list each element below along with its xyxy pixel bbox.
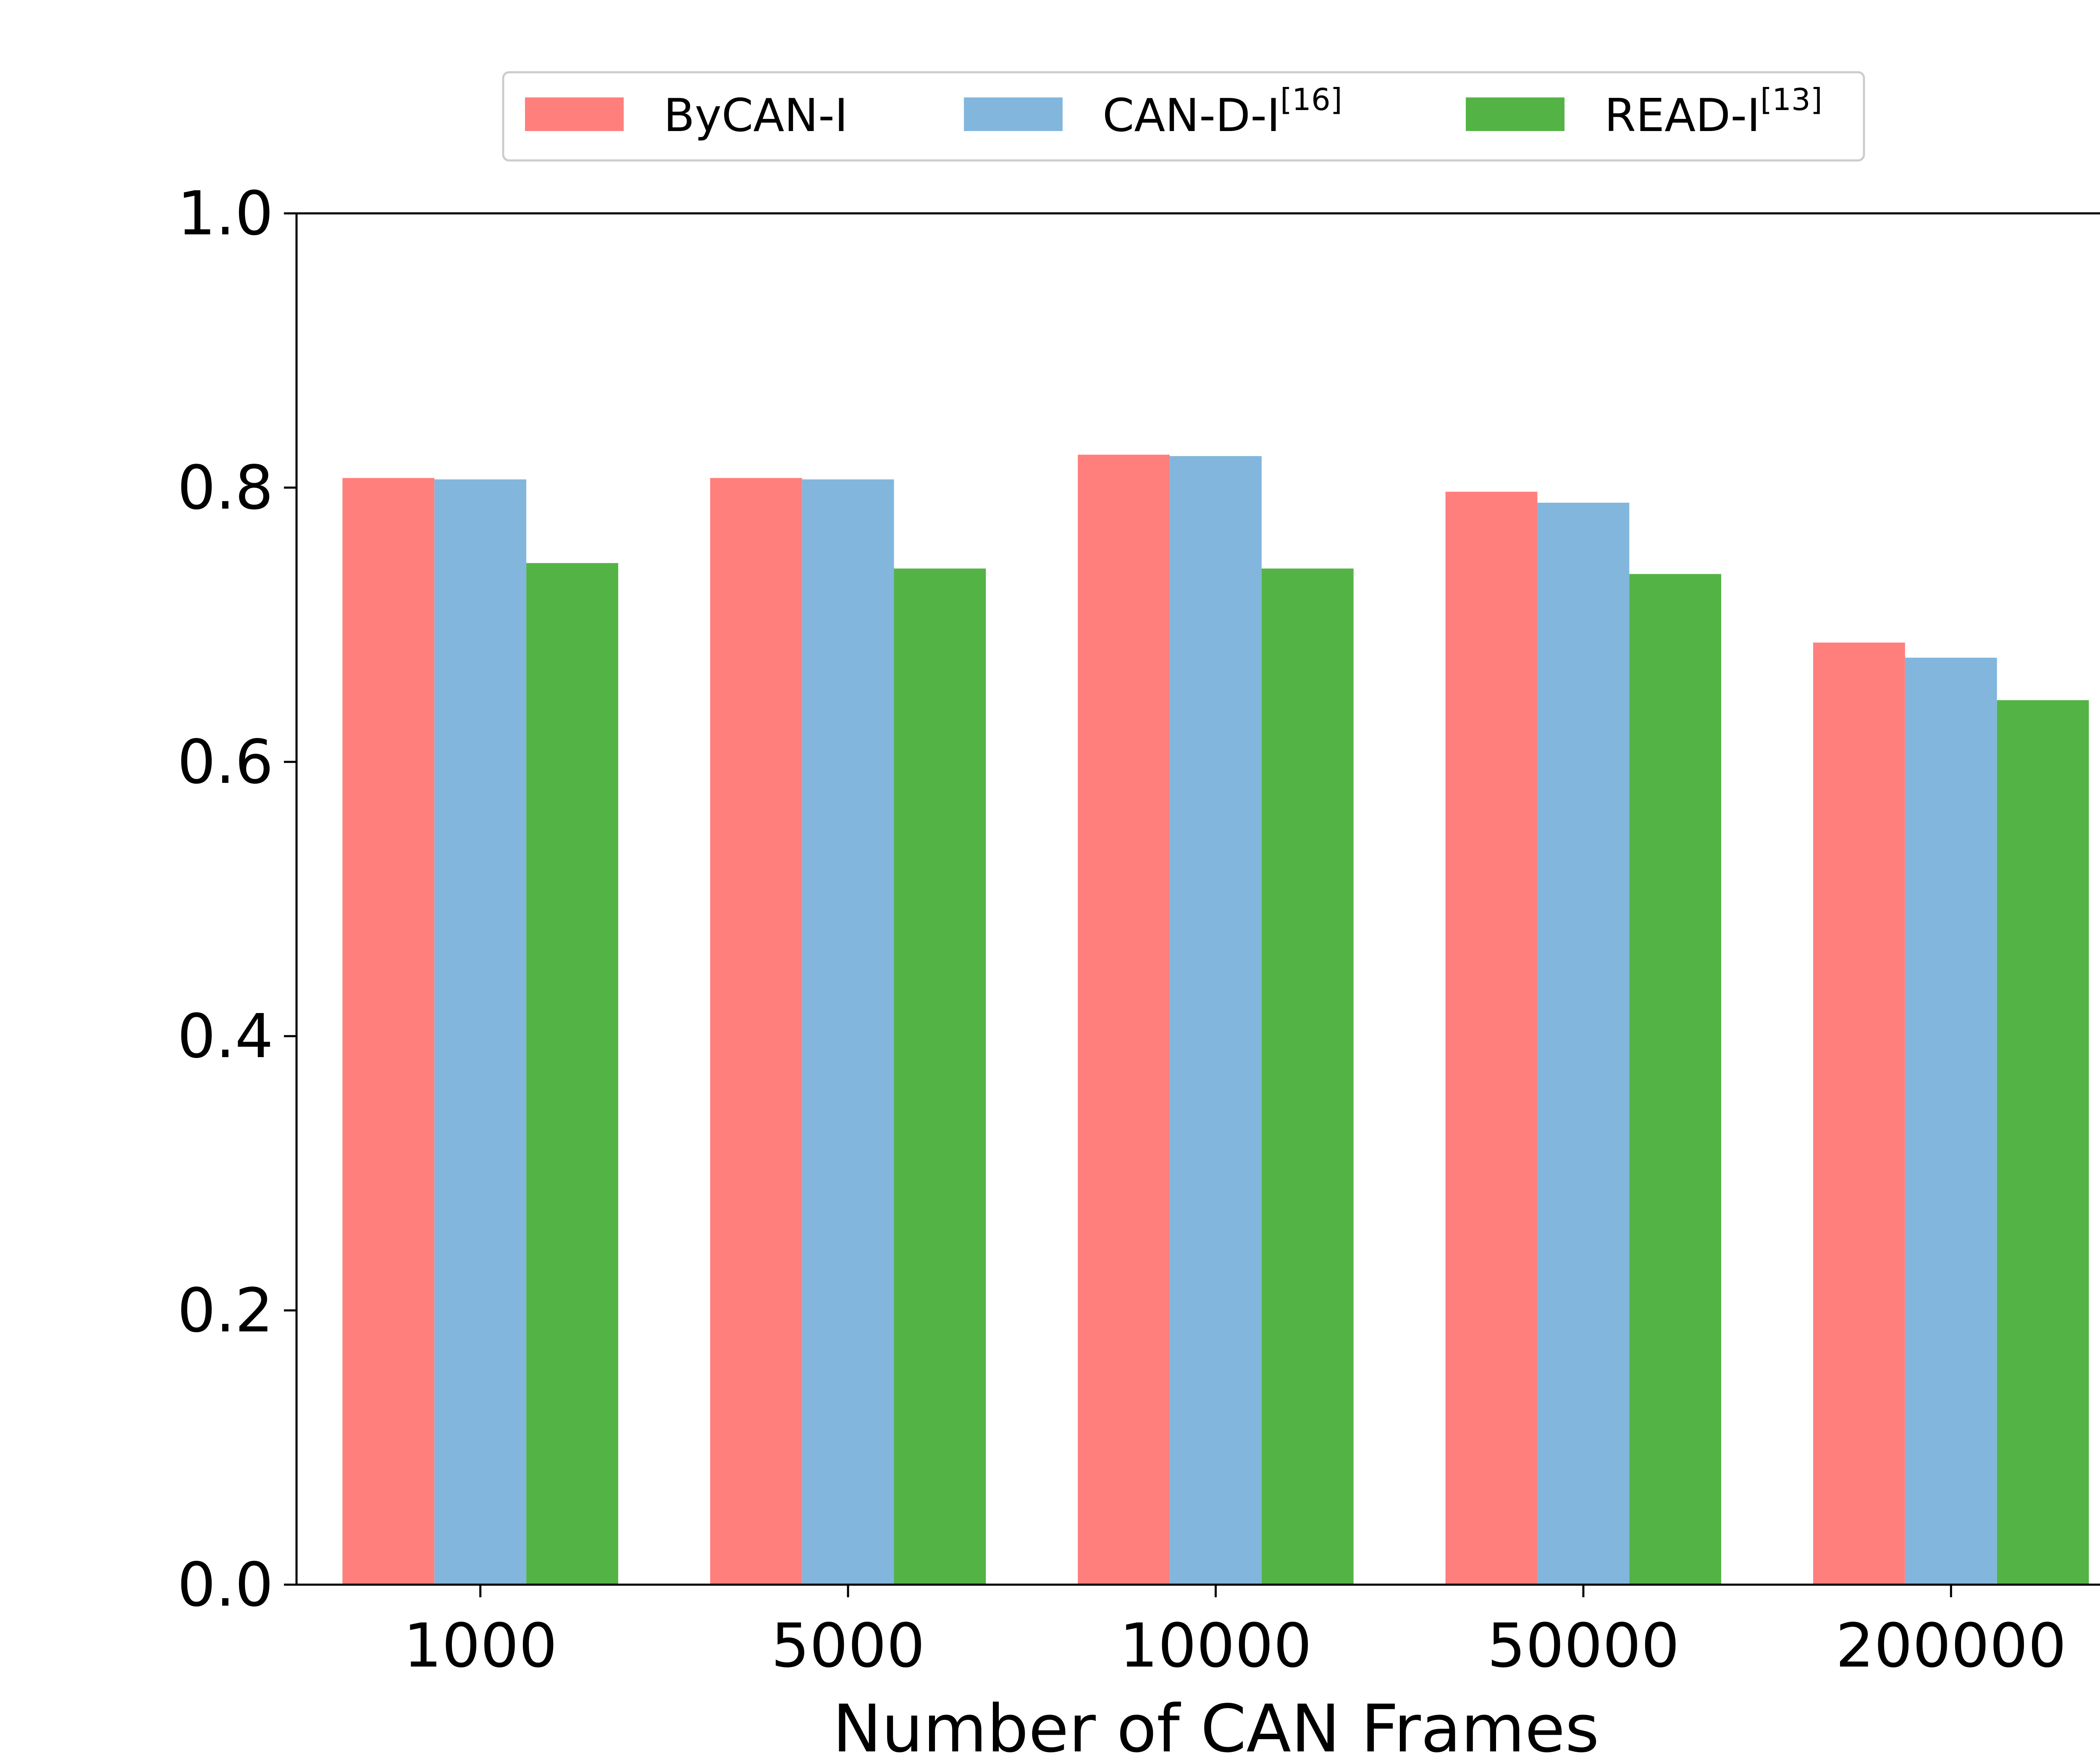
x-tick-label: 10000	[1119, 1610, 1312, 1681]
y-tick-label: 0.8	[177, 452, 273, 523]
x-tick-label: 200000	[1835, 1610, 2066, 1681]
bar-can-d-i-50000	[1537, 502, 1630, 1585]
bar-bycan-i-200000	[1813, 642, 1905, 1585]
y-tick-label: 1.0	[177, 178, 273, 249]
bar-can-d-i-5000	[802, 479, 894, 1585]
legend-swatch	[525, 97, 624, 131]
legend-label: ByCAN-I	[664, 89, 848, 142]
x-tick-label: 5000	[771, 1610, 925, 1681]
y-tick-label: 0.2	[177, 1275, 273, 1346]
y-tick-label: 0.0	[177, 1549, 273, 1620]
legend-label: CAN-D-I[16]	[1102, 82, 1342, 142]
bar-can-d-i-1000	[434, 479, 527, 1585]
bar-bycan-i-50000	[1445, 491, 1538, 1585]
bar-read-i-200000	[1997, 700, 2089, 1585]
bar-can-d-i-10000	[1170, 456, 1262, 1585]
x-tick-label: 1000	[403, 1610, 557, 1681]
bar-can-d-i-200000	[1905, 657, 1997, 1585]
bar-read-i-1000	[526, 563, 618, 1585]
bars-group	[342, 454, 2089, 1585]
bar-read-i-5000	[894, 568, 986, 1585]
y-tick-label: 0.4	[177, 1001, 273, 1071]
bar-read-i-50000	[1629, 574, 1722, 1585]
legend-swatch	[1466, 97, 1564, 131]
legend-swatch	[964, 97, 1063, 131]
bar-bycan-i-1000	[342, 478, 435, 1585]
bar-read-i-10000	[1261, 568, 1354, 1585]
legend-box	[502, 71, 1865, 162]
bar-bycan-i-10000	[1078, 454, 1170, 1585]
legend: ByCAN-I CAN-D-I[16] READ-I[13]	[502, 71, 1865, 162]
y-tick-label: 0.6	[177, 727, 273, 797]
x-axis-title: Number of CAN Frames	[832, 1690, 1599, 1764]
legend-label: READ-I[13]	[1604, 82, 1822, 142]
bar-bycan-i-5000	[710, 478, 802, 1585]
x-tick-label: 50000	[1487, 1610, 1680, 1681]
axes-group: 0.0 0.2 0.4 0.6 0.8 1.0 1000 5000 10000 50000 2000…	[177, 178, 2100, 1681]
